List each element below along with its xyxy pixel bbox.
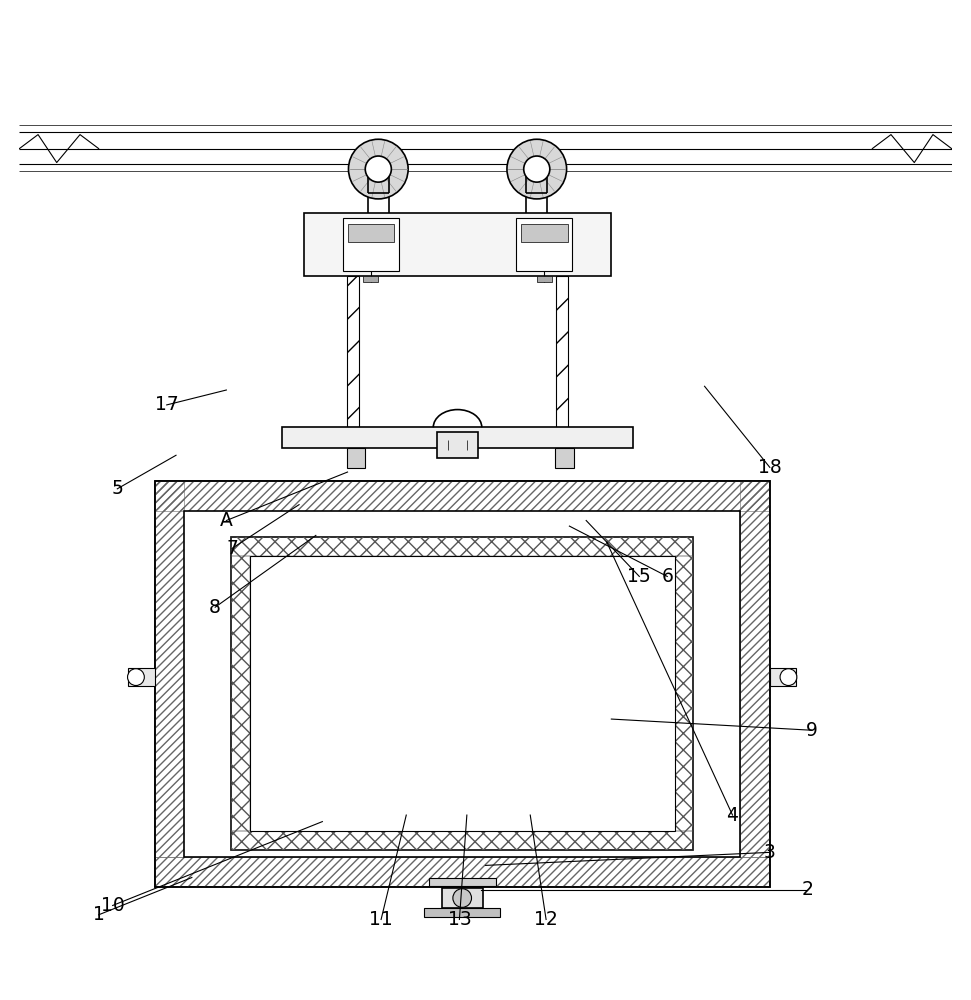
Bar (740, 481, 770, 857)
Circle shape (349, 139, 408, 199)
Circle shape (780, 669, 797, 685)
Bar (154, 857, 770, 887)
Circle shape (523, 156, 550, 182)
Bar (250, 556, 675, 831)
Text: 13: 13 (448, 910, 471, 929)
Bar (555, 276, 568, 435)
Circle shape (365, 156, 391, 182)
Bar (154, 481, 184, 857)
Bar (537, 276, 552, 282)
Text: 18: 18 (758, 458, 782, 477)
Bar (231, 831, 693, 850)
Bar (343, 218, 399, 271)
Circle shape (127, 669, 145, 685)
Text: 9: 9 (806, 721, 818, 740)
Bar (231, 556, 250, 831)
Bar (442, 888, 483, 908)
Bar (231, 537, 693, 556)
Bar (154, 481, 770, 887)
Bar (675, 556, 693, 831)
Bar (128, 668, 154, 686)
Circle shape (507, 139, 567, 199)
Text: A: A (219, 511, 233, 530)
Text: 3: 3 (764, 843, 776, 862)
Text: 2: 2 (801, 880, 813, 899)
Bar (517, 218, 572, 271)
Text: 8: 8 (209, 598, 221, 617)
Text: 1: 1 (92, 905, 105, 924)
Bar (347, 276, 359, 435)
Bar (184, 511, 740, 857)
Circle shape (452, 889, 472, 907)
Text: 17: 17 (154, 395, 179, 414)
Bar (428, 878, 496, 886)
Bar (231, 537, 693, 850)
Bar (555, 448, 574, 468)
Bar (437, 432, 478, 458)
Bar (283, 427, 633, 448)
Bar (770, 668, 796, 686)
Bar (348, 224, 394, 242)
Text: 11: 11 (369, 910, 393, 929)
Text: 7: 7 (226, 539, 238, 558)
Bar (154, 481, 770, 511)
Text: 15: 15 (627, 567, 652, 586)
Text: 12: 12 (534, 910, 558, 929)
Text: 10: 10 (101, 896, 124, 915)
Bar (347, 448, 365, 468)
Bar (304, 213, 612, 276)
Text: 5: 5 (112, 479, 123, 498)
Text: 4: 4 (726, 806, 739, 825)
Bar (520, 224, 567, 242)
Bar (363, 276, 379, 282)
Text: 6: 6 (661, 567, 673, 586)
Bar (154, 481, 770, 887)
Bar (424, 908, 500, 917)
